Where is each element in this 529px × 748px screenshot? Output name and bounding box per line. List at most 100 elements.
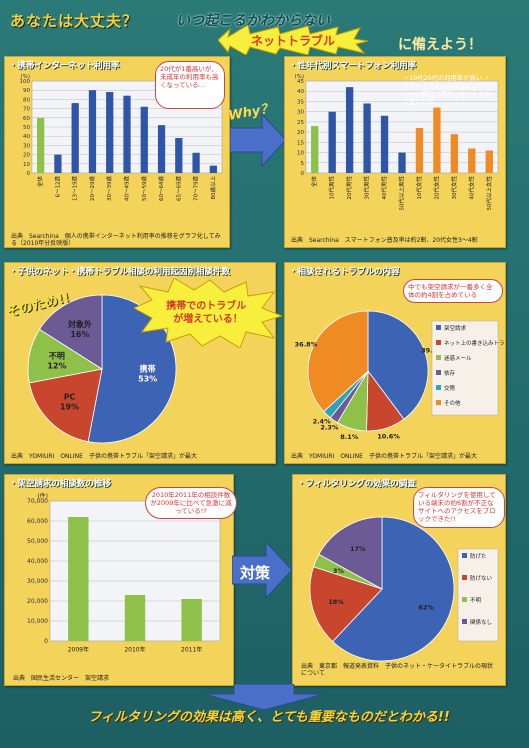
bar	[88, 90, 97, 173]
bar	[311, 125, 319, 173]
header-tagline: いつ起こるかわからない	[176, 13, 330, 29]
bar	[398, 152, 406, 173]
x-tick-label: 50代以上女性	[485, 176, 493, 211]
bar	[54, 154, 62, 173]
slice-value: 16%	[70, 330, 89, 339]
chart-smartphone: 0 5 10 15 20 25 30 35 40 45(%) 全体 10代男性 20代男性 30代男性 40…	[294, 74, 499, 211]
panel-title: ・性年代別スマートフォン利用率	[289, 61, 417, 71]
x-tick-label: 全体	[36, 176, 44, 188]
footer-conclusion: フィルタリングの効果は高く、とても重要なものだとわかる!!	[88, 710, 450, 725]
chart-fraud-trend: 0 10,000 20,000 30,000 40,000 50,000 60,000 70,…	[27, 492, 221, 654]
x-tick-label: 70～79歳	[192, 176, 200, 201]
pie-slice	[307, 310, 369, 413]
y-tick-label: 40	[23, 134, 30, 140]
header-suffix: に備えよう！	[398, 37, 482, 53]
legend-label: 不明	[470, 597, 482, 604]
pie-slice	[87, 294, 177, 444]
y-tick-label: 60	[23, 116, 30, 122]
x-tick-label: 30～39歳	[105, 176, 113, 201]
slice-value: 62%	[418, 603, 434, 611]
legend-label: 関係なし	[470, 618, 492, 626]
burst-line: が増えている！	[173, 312, 243, 325]
y-tick-label: 40	[297, 89, 304, 95]
panel-filtering: ・フィルタリングの効果の調査 62% 18% 3% 17% 防げた 防げない 不明 関係なし …	[292, 474, 506, 686]
legend-swatch	[462, 619, 467, 624]
slice-value: 12%	[47, 361, 66, 370]
legend-swatch	[436, 355, 441, 360]
slice-value: 36.8%	[295, 341, 318, 349]
y-tick-label: 30,000	[27, 578, 48, 585]
header-question: あなたは大丈夫？	[10, 12, 139, 30]
legend-label: その他	[444, 399, 461, 407]
slice-label: 携帯	[140, 363, 156, 373]
legend-label: 防げない	[470, 574, 493, 582]
slice-label: 対象外	[67, 319, 92, 329]
legend-swatch	[436, 370, 441, 375]
legend-swatch	[462, 575, 467, 580]
why-arrow	[230, 112, 286, 168]
legend-swatch	[462, 553, 467, 558]
legend-label: 交際	[444, 384, 456, 392]
panel-title: ・相談されるトラブルの内容	[289, 267, 400, 277]
pie-slice	[38, 294, 103, 370]
bar	[363, 103, 371, 173]
slice-value: 3%	[333, 567, 345, 575]
x-tick-label: 30代女性	[450, 176, 458, 200]
panel-title: ・フィルタリングの効果の調査	[297, 479, 416, 489]
chart-mobile-internet: 0 10 20 30 40 50 60 70 80 90 100(%) 全体 6～12歳 13～19歳 20…	[20, 74, 223, 201]
y-tick-label: 60,000	[27, 518, 48, 525]
y-tick-label: 20	[297, 130, 304, 136]
legend-label: 依存	[444, 369, 456, 377]
legend-swatch	[436, 340, 441, 345]
legend-box	[431, 320, 499, 416]
chart-trouble-content: 39.8%10.6%8.1%2.3%2.4%36.8%架空請求ネット上の書き込み…	[295, 310, 504, 441]
y-axis-label: (件)	[37, 492, 48, 500]
y-tick-label: 10,000	[27, 618, 48, 625]
x-tick-label: 40代女性	[467, 176, 475, 200]
x-tick-label: 20代男性	[345, 176, 353, 200]
x-tick-label: 10代男性	[328, 176, 336, 200]
pie-slice	[28, 368, 103, 443]
y-tick-label: 10	[297, 151, 304, 157]
y-tick-label: 90	[23, 88, 30, 94]
bar	[328, 111, 336, 173]
x-tick-label: 40～49歳	[123, 176, 131, 201]
bar	[124, 595, 146, 641]
panel-title: ・携帯インターネット利用率	[9, 61, 120, 71]
y-tick-label: 80	[23, 97, 30, 103]
x-tick-label: 80歳以上	[209, 176, 217, 200]
legend-swatch	[462, 597, 467, 602]
y-tick-label: 30	[297, 110, 304, 116]
note-bubble: フィルタリングを使用している端末の約6割が不正なサイトへのアクセスをブロックでき…	[413, 487, 505, 528]
source: 出典 東京都 報道発表資料 子供のネット・ケータイトラブルの現状について	[301, 663, 494, 678]
burst-line: 携帯でのトラブル	[166, 299, 246, 312]
slice-value: 10.6%	[377, 433, 400, 441]
panel-title: ・架空請求の相談数の推移	[9, 479, 112, 489]
bar	[468, 148, 476, 173]
bar	[181, 599, 202, 641]
x-tick-label: 6～12歳	[53, 176, 61, 198]
slice-value: 2.4%	[313, 417, 332, 425]
legend-box	[457, 548, 499, 642]
legend-label: 防げた	[470, 552, 487, 560]
bar	[71, 103, 79, 173]
y-tick-label: 0	[44, 638, 48, 645]
bar	[380, 115, 389, 173]
slice-label: 不明	[49, 351, 65, 360]
bar	[450, 134, 459, 173]
bar	[123, 95, 131, 173]
y-tick-label: 30	[23, 143, 30, 149]
x-tick-label: 全体	[310, 176, 318, 188]
bar	[485, 150, 493, 173]
source: 出典 YOMIURI ONLINE 子供の携帯トラブル「架空請求」が最大	[11, 453, 197, 460]
y-tick-label: 50,000	[27, 538, 48, 545]
legend-label: 迷惑メール	[444, 354, 472, 362]
y-tick-label: 0	[27, 171, 31, 177]
y-tick-label: 25	[297, 120, 304, 126]
y-tick-label: 50	[23, 125, 30, 131]
burst-shape-top: ネットトラブル	[218, 25, 368, 55]
bar	[209, 165, 217, 173]
y-tick-label: 45	[297, 79, 304, 85]
source: 出典 Searchina 個人の携帯インターネット利用率の推移をグラフ化してみる…	[11, 233, 221, 248]
y-axis-label: (%)	[294, 74, 304, 80]
